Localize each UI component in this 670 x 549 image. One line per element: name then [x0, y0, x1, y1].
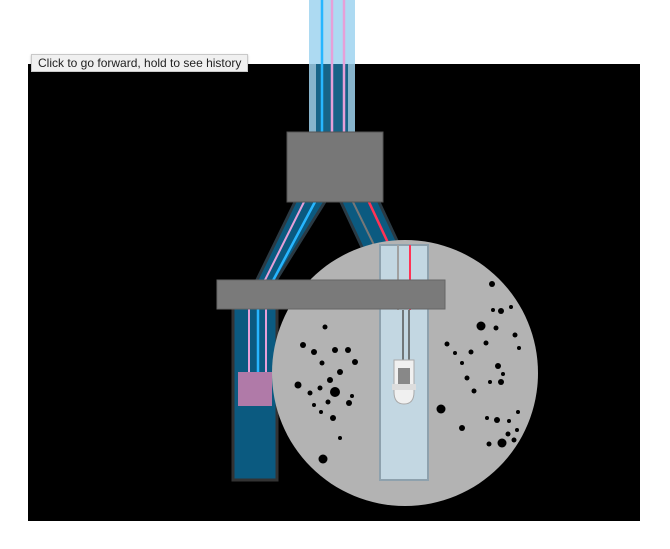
clamp-bar: [216, 279, 446, 310]
incoming-cable: [309, 0, 355, 132]
pink-sleeve: [238, 372, 272, 406]
navigation-tooltip: Click to go forward, hold to see history: [31, 54, 249, 72]
particle-dots: [294, 281, 522, 464]
cable-connector: [286, 131, 384, 203]
led-icon: [392, 310, 416, 405]
